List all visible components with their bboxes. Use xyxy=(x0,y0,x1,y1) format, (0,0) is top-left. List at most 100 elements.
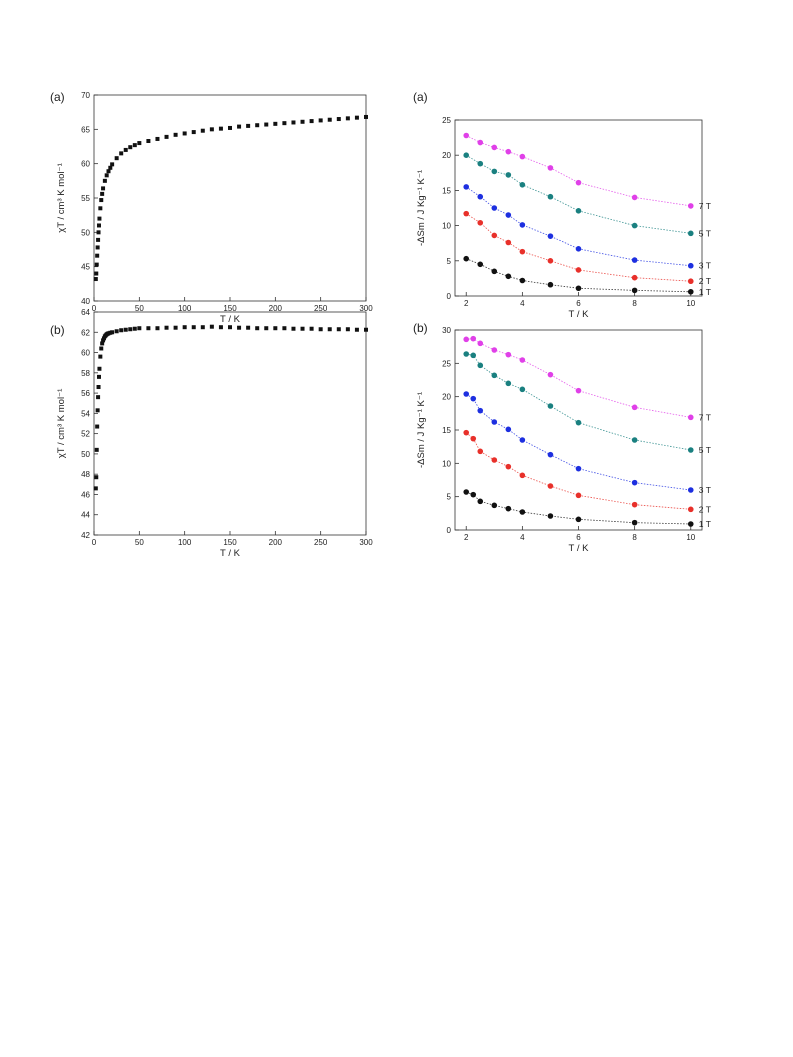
data-point xyxy=(164,325,169,330)
data-point xyxy=(114,156,119,161)
y-tick-label: 50 xyxy=(81,450,90,459)
data-point xyxy=(108,165,113,170)
y-tick-label: 20 xyxy=(442,151,451,160)
y-tick-label: 44 xyxy=(81,511,90,520)
x-tick-label: 6 xyxy=(576,533,581,542)
data-point xyxy=(364,114,368,119)
data-point xyxy=(687,447,694,453)
data-point xyxy=(93,277,98,282)
data-point xyxy=(95,253,100,258)
data-point xyxy=(173,325,178,330)
x-tick-label: 6 xyxy=(576,299,581,308)
data-point xyxy=(575,419,582,426)
x-tick-label: 10 xyxy=(686,299,695,308)
data-point xyxy=(631,479,638,486)
data-point xyxy=(477,498,484,505)
data-point xyxy=(237,124,242,129)
y-tick-label: 5 xyxy=(447,493,452,502)
x-axis-label: T / K xyxy=(220,314,241,325)
chart-panel-3: 0 50 100 150 200 250 300 42 44 46 48 50 52 54 56 58 60 62… xyxy=(50,308,373,559)
data-point xyxy=(631,404,638,411)
data-point xyxy=(282,326,287,331)
data-point xyxy=(273,326,278,331)
y-tick-label: 48 xyxy=(81,470,90,479)
panel-label: (a) xyxy=(413,90,428,104)
data-point xyxy=(110,330,115,335)
data-point xyxy=(519,357,526,363)
y-tick-label: 46 xyxy=(81,490,90,499)
y-tick-label: 64 xyxy=(81,308,90,317)
data-point xyxy=(687,487,694,493)
data-point xyxy=(98,206,103,211)
data-point xyxy=(575,285,582,292)
data-point xyxy=(491,232,498,239)
panel-label: (b) xyxy=(50,323,65,337)
data-point xyxy=(491,457,498,463)
y-tick-label: 55 xyxy=(81,194,90,203)
data-point xyxy=(264,326,269,331)
data-point xyxy=(95,424,100,429)
data-point xyxy=(547,513,554,519)
data-point xyxy=(547,233,554,239)
data-point xyxy=(137,326,142,331)
data-point xyxy=(97,216,102,221)
panel-label: (a) xyxy=(50,90,65,104)
series-1t: 1 T xyxy=(463,255,711,297)
series-2t: 2 T xyxy=(463,210,711,286)
chart-panel-1: 0 50 100 150 200 250 300 40 45 50 55 60 65 70 T / K χT … xyxy=(50,90,373,325)
data-point xyxy=(191,130,196,135)
x-tick-label: 300 xyxy=(359,538,373,547)
data-point xyxy=(631,287,638,294)
data-point xyxy=(354,327,359,332)
data-point xyxy=(470,491,477,498)
y-tick-label: 60 xyxy=(81,160,90,169)
data-point xyxy=(463,489,470,495)
y-tick-label: 10 xyxy=(442,222,451,231)
data-point xyxy=(123,327,128,332)
data-point xyxy=(182,325,187,330)
x-axis-label: T / K xyxy=(569,309,590,320)
data-point xyxy=(519,509,526,515)
x-tick-label: 100 xyxy=(178,538,192,547)
data-point xyxy=(173,132,178,137)
data-point xyxy=(491,502,498,509)
data-point xyxy=(309,119,314,124)
x-tick-label: 4 xyxy=(520,533,525,542)
series-line xyxy=(466,353,691,451)
data-point xyxy=(470,352,477,359)
data-point xyxy=(114,329,119,334)
data-point xyxy=(463,152,470,158)
data-point xyxy=(687,278,694,285)
y-tick-label: 58 xyxy=(81,369,90,378)
data-point xyxy=(519,181,526,188)
data-point xyxy=(119,328,124,333)
data-point xyxy=(477,407,484,414)
y-tick-label: 45 xyxy=(81,263,90,272)
data-point xyxy=(491,168,498,175)
series-label: 3 T xyxy=(699,261,711,271)
series-1t: 1 T xyxy=(463,489,711,529)
y-tick-label: 15 xyxy=(442,186,451,195)
data-point xyxy=(470,335,477,342)
data-point xyxy=(477,219,484,226)
data-point xyxy=(95,245,100,250)
data-point xyxy=(687,288,694,295)
series-label: 7 T xyxy=(699,412,711,422)
series-line xyxy=(466,491,691,525)
y-tick-label: 70 xyxy=(81,91,90,100)
data-point xyxy=(519,277,526,284)
data-point xyxy=(547,371,554,378)
y-tick-label: 5 xyxy=(447,257,452,266)
data-point xyxy=(547,165,554,171)
data-point xyxy=(96,395,101,400)
data-point xyxy=(300,326,305,331)
x-axis-label: T / K xyxy=(220,548,241,559)
series-label: 3 T xyxy=(699,485,711,495)
data-point xyxy=(463,429,470,436)
data-point xyxy=(101,336,106,341)
data-point xyxy=(146,326,151,331)
data-point xyxy=(155,136,160,141)
y-tick-label: 15 xyxy=(442,426,451,435)
data-point xyxy=(491,347,498,353)
x-tick-label: 200 xyxy=(269,538,283,547)
